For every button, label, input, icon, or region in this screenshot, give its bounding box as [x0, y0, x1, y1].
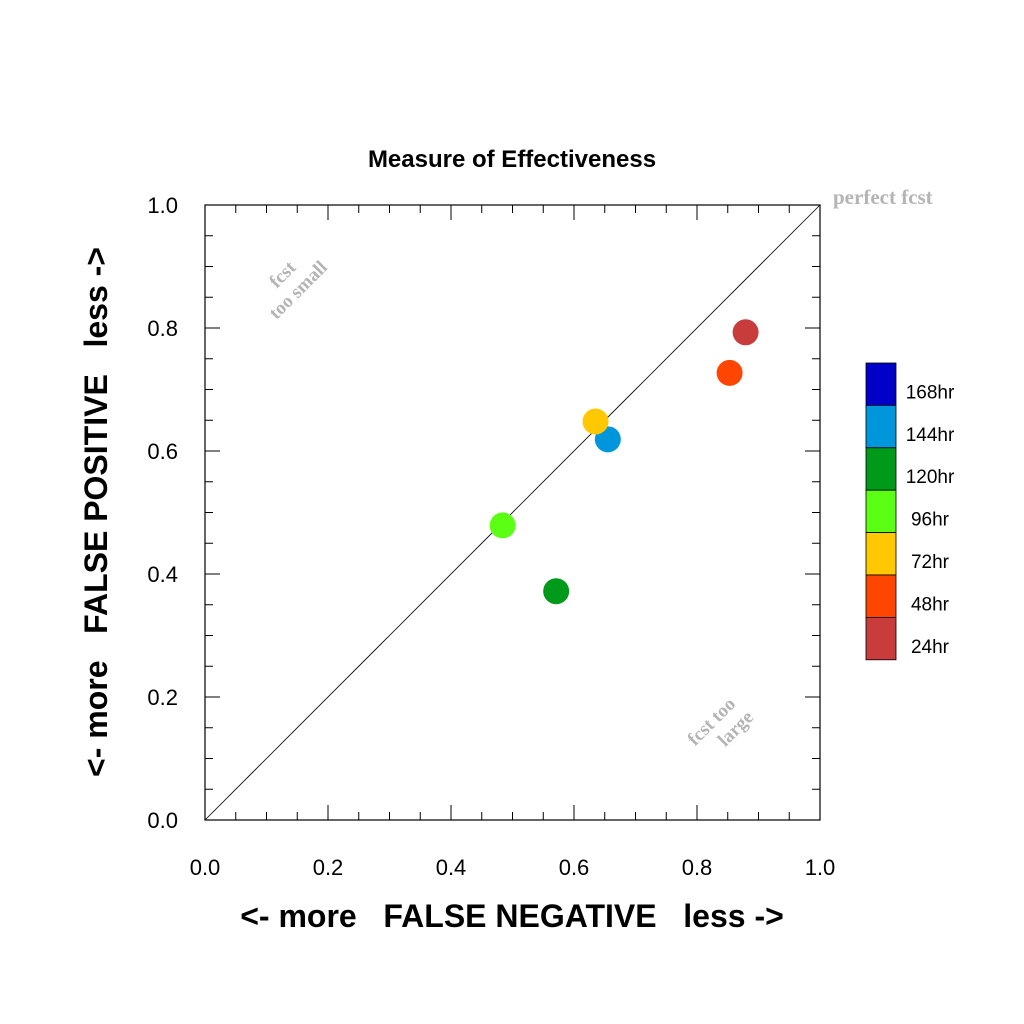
- x-tick-label: 0.6: [559, 855, 590, 880]
- y-tick-label: 0.2: [147, 685, 178, 710]
- legend-swatch-168hr: [865, 362, 897, 406]
- legend-swatch-144hr: [865, 404, 897, 449]
- x-tick-label: 0.4: [436, 855, 467, 880]
- y-tick-labels: 0.0 0.2 0.4 0.6 0.8 1.0: [147, 193, 178, 833]
- legend-label-24hr: 24hr: [911, 637, 950, 658]
- chart-title: Measure of Effectiveness: [368, 146, 656, 173]
- point-72hr: [582, 408, 609, 435]
- legend-label-144hr: 144hr: [906, 425, 955, 446]
- legend-swatch-24hr: [865, 617, 897, 661]
- x-axis-label: <- more FALSE NEGATIVE less ->: [240, 898, 784, 934]
- legend-label-168hr: 168hr: [906, 382, 955, 403]
- x-tick-label: 0.0: [190, 855, 221, 880]
- perfect-fcst-annotation: perfect fcst: [833, 185, 933, 209]
- y-tick-label: 1.0: [147, 193, 178, 218]
- y-tick-label: 0.8: [147, 316, 178, 341]
- legend-label-72hr: 72hr: [911, 552, 950, 573]
- fcst-too-small-annotation: fcst too small: [265, 257, 332, 324]
- point-48hr: [716, 359, 743, 386]
- x-tick-labels: 0.0 0.2 0.4 0.6 0.8 1.0: [190, 855, 836, 880]
- x-tick-label: 0.8: [682, 855, 713, 880]
- data-points: [489, 319, 759, 605]
- diagonal-line: [204, 204, 821, 821]
- x-tick-label: 0.2: [313, 855, 344, 880]
- y-tick-label: 0.6: [147, 439, 178, 464]
- point-96hr: [489, 512, 516, 539]
- legend-label-96hr: 96hr: [911, 510, 950, 531]
- axis-ticks: [204, 204, 821, 821]
- legend-label-120hr: 120hr: [906, 467, 955, 488]
- y-axis-label: <- more FALSE POSITIVE less ->: [78, 247, 114, 777]
- legend-swatch-48hr: [865, 574, 897, 618]
- y-tick-label: 0.4: [147, 562, 178, 587]
- point-24hr: [732, 319, 759, 346]
- legend-swatch-72hr: [865, 532, 897, 576]
- legend-label-48hr: 48hr: [911, 594, 950, 615]
- fcst-too-large-annotation: fcst too large: [684, 694, 758, 751]
- legend-swatch-96hr: [865, 489, 897, 534]
- point-120hr: [543, 578, 570, 605]
- x-tick-label: 1.0: [805, 855, 836, 880]
- legend-swatch-120hr: [865, 447, 897, 491]
- legend: 168hr 144hr 120hr 96hr 72hr 48hr 24hr: [865, 362, 955, 661]
- y-tick-label: 0.0: [147, 808, 178, 833]
